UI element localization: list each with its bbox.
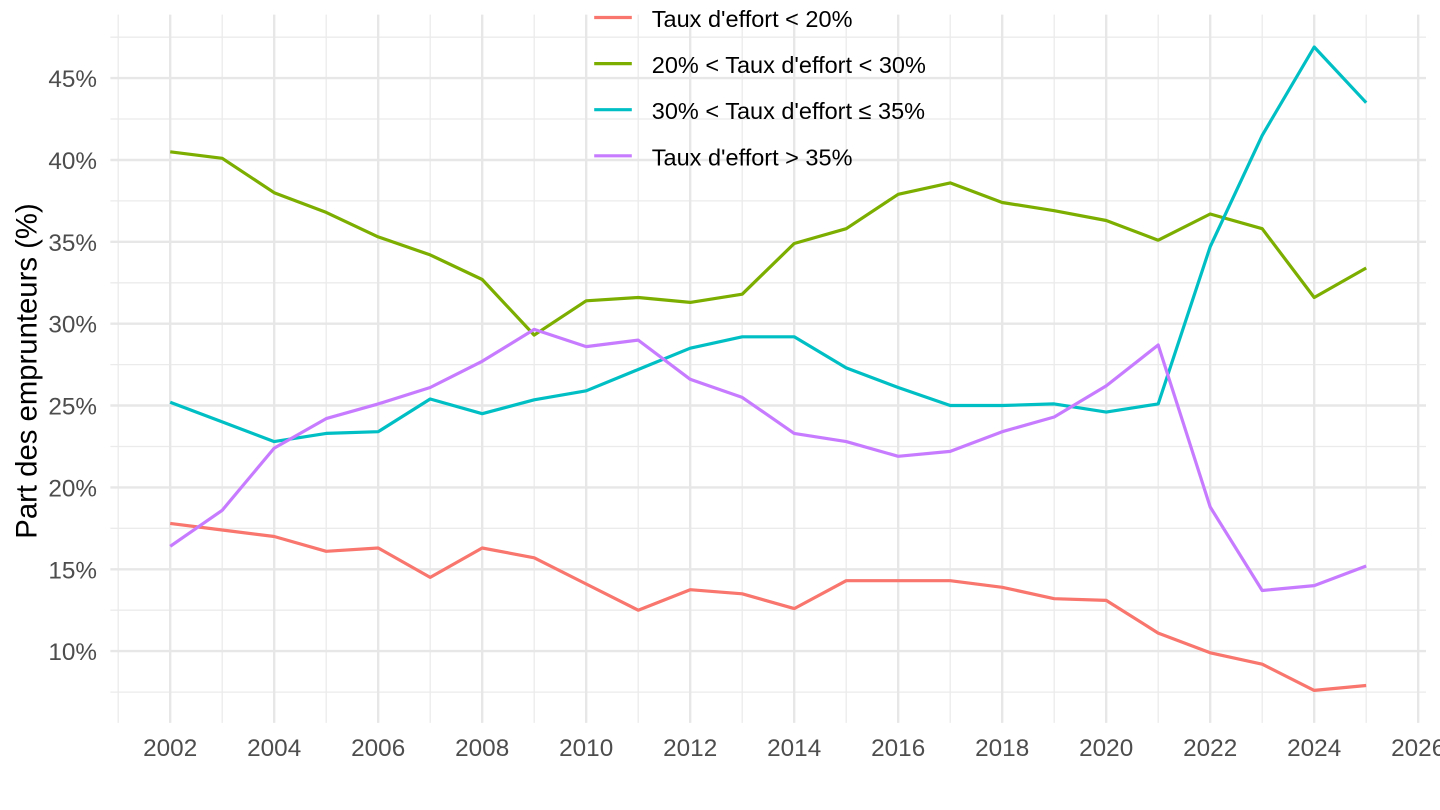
svg-text:20%: 20% [48, 475, 97, 502]
svg-text:Part des emprunteurs (%): Part des emprunteurs (%) [11, 203, 44, 538]
svg-text:2008: 2008 [455, 735, 509, 762]
svg-text:2012: 2012 [663, 735, 717, 762]
svg-text:2006: 2006 [351, 735, 405, 762]
svg-text:30%: 30% [48, 312, 97, 339]
svg-text:15%: 15% [48, 557, 97, 584]
svg-text:2010: 2010 [559, 735, 613, 762]
svg-text:2018: 2018 [975, 735, 1029, 762]
svg-text:45%: 45% [48, 66, 97, 93]
svg-text:10%: 10% [48, 639, 97, 666]
svg-text:30% < Taux d'effort ≤ 35%: 30% < Taux d'effort ≤ 35% [652, 98, 925, 124]
svg-text:Taux d'effort > 35%: Taux d'effort > 35% [652, 144, 853, 170]
svg-text:40%: 40% [48, 148, 97, 175]
svg-text:20% < Taux d'effort < 30%: 20% < Taux d'effort < 30% [652, 52, 926, 78]
svg-text:2020: 2020 [1079, 735, 1133, 762]
svg-text:2014: 2014 [767, 735, 821, 762]
svg-text:2022: 2022 [1183, 735, 1237, 762]
svg-text:2004: 2004 [247, 735, 301, 762]
svg-text:2016: 2016 [871, 735, 925, 762]
svg-text:25%: 25% [48, 394, 97, 421]
svg-text:2026: 2026 [1391, 735, 1440, 762]
svg-text:Taux d'effort < 20%: Taux d'effort < 20% [652, 6, 853, 32]
svg-text:2002: 2002 [143, 735, 197, 762]
svg-text:35%: 35% [48, 230, 97, 257]
svg-text:2024: 2024 [1287, 735, 1341, 762]
